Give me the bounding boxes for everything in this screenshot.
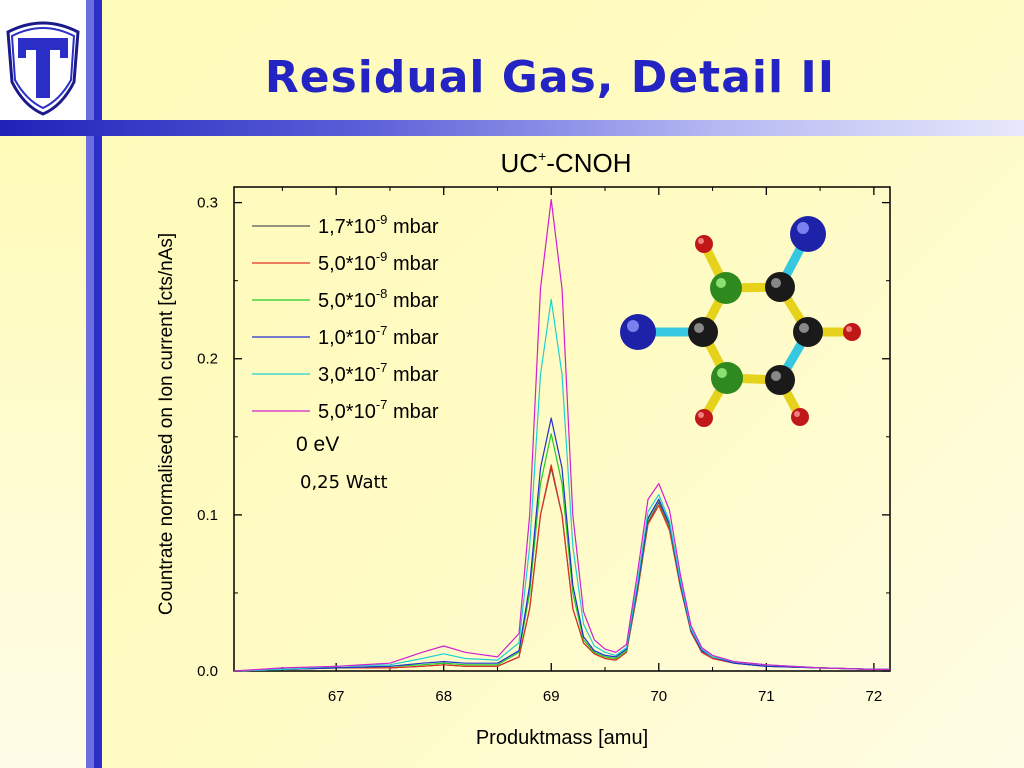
y-axis-label: Countrate normalised on Ion current [cts… [156,233,177,615]
plot-area [233,186,891,672]
y-tick-label: 0.1 [197,507,218,524]
legend-label: 5,0*10-8 mbar [318,286,439,312]
vertical-accent-bar [86,0,102,768]
y-tick-label: 0.2 [197,351,218,368]
chart-title-main: UC [501,148,539,178]
x-tick-label: 70 [650,688,667,705]
legend-label: 5,0*10-9 mbar [318,249,439,275]
molecule-ball-and-stick [620,216,861,427]
horizontal-accent-bar [0,120,1024,136]
x-tick-label: 69 [543,688,560,705]
x-tick-label: 67 [328,688,345,705]
left-strip [0,136,86,768]
legend-label: 1,7*10-9 mbar [318,212,439,238]
series-line-2 [233,464,890,672]
series-line-6 [233,198,890,672]
chart-title-sup: + [538,148,546,164]
tick-labels: 67 68 69 70 71 72 0.0 0.1 0.2 0.3 [197,195,882,705]
x-tick-label: 72 [866,688,883,705]
series-line-5 [233,298,890,672]
annotation-energy: 0 eV [296,433,339,456]
series-lines [233,198,890,672]
legend-label: 3,0*10-7 mbar [318,360,439,386]
legend-label: 1,0*10-7 mbar [318,323,439,349]
logo-box [0,0,86,120]
y-tick-label: 0.3 [197,195,218,212]
x-tick-label: 68 [435,688,452,705]
series-line-4 [233,417,890,672]
legend: 1,7*10-9 mbar 5,0*10-9 mbar 5,0*10-8 mbar 1… [252,212,439,423]
y-tick-label: 0.0 [197,663,218,680]
annotation-power: 0,25 Watt [300,472,388,493]
x-axis-label: Produktmass [amu] [476,727,648,749]
chart-title: UC+-CNOH [501,148,632,178]
series-line-1 [233,467,890,672]
legend-label: 5,0*10-7 mbar [318,397,439,423]
t-shield-logo-icon [6,21,80,116]
axis-ticks [234,187,890,672]
x-tick-label: 71 [758,688,775,705]
slide-title: Residual Gas, Detail II [264,52,836,103]
chart-title-rest: -CNOH [546,148,631,178]
